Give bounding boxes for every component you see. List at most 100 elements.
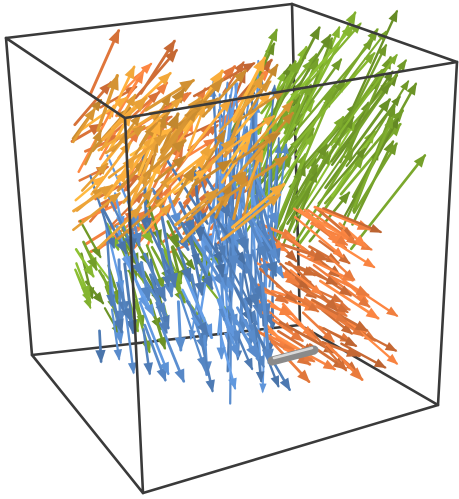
- vector-arrow: [335, 242, 376, 269]
- arrow-shaft: [182, 98, 232, 162]
- vector-arrow: [95, 329, 106, 364]
- vector-arrow: [88, 28, 121, 96]
- arrow-head: [196, 104, 205, 118]
- arrow-shaft: [294, 22, 362, 100]
- vector-arrow: [306, 115, 345, 170]
- vector-arrow: [232, 171, 248, 221]
- arrow-head: [335, 313, 348, 323]
- arrow-shaft: [293, 215, 344, 258]
- arrow-shaft: [221, 155, 289, 201]
- arrow-head: [269, 183, 286, 198]
- box-edge: [298, 323, 440, 407]
- arrow-head: [391, 95, 401, 107]
- arrow-head: [388, 53, 398, 65]
- marker-highlight: [272, 346, 314, 360]
- arrow-head: [297, 369, 311, 384]
- vector-arrow: [329, 256, 356, 281]
- vector-arrow: [267, 168, 302, 247]
- arrow-shaft: [353, 116, 394, 208]
- arrow-head: [215, 263, 226, 278]
- vector-arrow: [307, 209, 358, 245]
- arrow-head: [332, 247, 345, 258]
- arrow-shaft: [297, 252, 354, 282]
- arrow-head: [140, 286, 152, 302]
- arrow-head: [384, 342, 398, 352]
- arrow-head: [219, 204, 232, 219]
- arrow-head: [91, 246, 102, 259]
- vector-arrow: [71, 107, 97, 144]
- vector-arrow: [174, 300, 186, 352]
- vector-arrow: [80, 162, 109, 192]
- vector-arrow: [211, 274, 235, 337]
- arrow-head: [281, 111, 294, 125]
- arrow-head: [285, 249, 298, 263]
- vector-arrow: [293, 215, 345, 258]
- arrow-head: [268, 28, 278, 42]
- arrow-head: [216, 347, 226, 360]
- arrow-head: [396, 59, 407, 72]
- vector-arrow: [187, 104, 206, 150]
- arrow-head: [365, 307, 380, 320]
- arrow-head: [338, 253, 351, 265]
- arrow-head: [238, 140, 250, 154]
- arrow-shaft: [307, 209, 358, 245]
- box-edge: [123, 116, 145, 495]
- vector-arrow: [219, 334, 237, 391]
- arrow-head: [121, 307, 132, 323]
- arrow-head: [272, 239, 289, 252]
- arrow-head: [262, 115, 276, 127]
- vector-arrow: [178, 293, 206, 369]
- vector-arrow: [141, 274, 168, 317]
- arrow-shaft: [287, 39, 374, 141]
- vector-arrow: [79, 219, 102, 259]
- arrow-head: [86, 256, 98, 272]
- arrow-head: [245, 329, 257, 344]
- arrow-head: [378, 98, 391, 113]
- arrow-head: [194, 281, 205, 297]
- arrow-head: [339, 285, 353, 297]
- vector-arrow: [319, 279, 380, 320]
- vector-arrow: [107, 134, 167, 179]
- arrow-head: [336, 360, 348, 372]
- vector-arrow: [281, 243, 329, 261]
- vector-arrow: [143, 252, 167, 302]
- vector-arrow: [75, 262, 91, 298]
- arrow-head: [281, 142, 289, 154]
- arrow-head: [153, 134, 167, 147]
- arrow-head: [127, 362, 137, 375]
- arrow-head: [144, 303, 155, 317]
- arrow-shaft: [178, 293, 206, 368]
- vector-arrows: [70, 9, 427, 405]
- vector-arrow: [116, 283, 132, 323]
- arrow-head: [363, 51, 376, 65]
- vector-arrow: [245, 149, 264, 191]
- arrow-head: [144, 123, 156, 137]
- vector-arrow: [72, 192, 121, 232]
- vector-arrow: [345, 95, 401, 167]
- arrow-head: [116, 240, 127, 255]
- vector-arrow: [294, 22, 362, 100]
- arrow-head: [406, 82, 417, 96]
- axis-marker: [267, 345, 319, 366]
- arrow-shaft: [296, 154, 365, 248]
- arrow-head: [267, 132, 281, 144]
- arrow-head: [156, 336, 167, 350]
- arrow-shaft: [312, 263, 371, 308]
- arrow-head: [380, 82, 391, 95]
- box-edge: [4, 36, 34, 357]
- arrow-head: [132, 192, 145, 204]
- arrow-head: [320, 33, 332, 48]
- arrow-head: [343, 269, 356, 281]
- arrow-head: [209, 77, 224, 93]
- arrow-head: [358, 296, 371, 308]
- arrow-head: [260, 263, 270, 277]
- arrow-head: [274, 292, 289, 304]
- arrow-head: [386, 353, 399, 365]
- arrow-head: [367, 28, 379, 42]
- arrow-head: [92, 291, 105, 305]
- vector-arrow: [296, 154, 365, 248]
- vector-arrow: [185, 299, 209, 336]
- vector-arrow: [349, 154, 427, 251]
- arrow-head: [280, 228, 296, 239]
